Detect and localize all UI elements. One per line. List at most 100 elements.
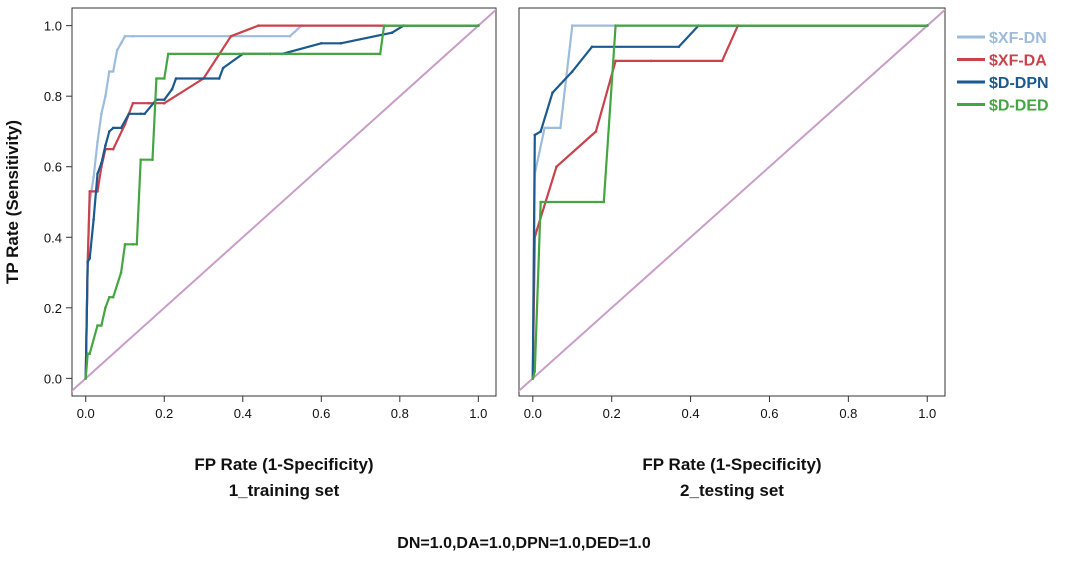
training-y-tick-label: 0.4 [44, 230, 62, 245]
testing-plot-frame [518, 7, 946, 397]
training-xf-dn-roc-line [84, 24, 480, 380]
training-x-tick-label: 0.2 [155, 406, 173, 421]
training-x-tick-label: 0.6 [312, 406, 330, 421]
legend-label-xf-dn: $XF-DN [989, 30, 1047, 47]
testing-d-ded-point [602, 200, 606, 204]
training-d-dpn-point [108, 130, 111, 133]
testing-xf-dn-point [559, 126, 562, 130]
training-x-tick-label: 1.0 [469, 406, 487, 421]
training-d-ded-point [155, 77, 158, 80]
training-d-dpn-point [217, 77, 221, 80]
testing-x-tick-label: 0.2 [603, 406, 621, 421]
training-d-dpn-point [320, 42, 323, 45]
testing-xf-da-point [720, 59, 724, 63]
training-y-tick-label: 0.8 [44, 89, 62, 104]
training-d-ded-point [86, 352, 89, 356]
training-d-ded-point [135, 243, 139, 246]
legend-label-d-ded: $D-DED [989, 98, 1049, 115]
training-d-dpn-point [221, 66, 225, 70]
training-x-tick-label: 0.8 [391, 406, 409, 421]
training-y-tick-label: 0.2 [44, 301, 62, 316]
training-xf-dn-point [115, 49, 119, 52]
testing-xf-da-point [594, 130, 598, 133]
testing-d-ded-point [614, 24, 617, 27]
training-xf-dn-point [104, 94, 107, 98]
training-d-dpn-point [127, 112, 131, 116]
training-x-tick-label: 0.0 [77, 406, 95, 421]
testing-d-dpn-point [539, 130, 542, 133]
training-d-ded-point [119, 271, 123, 274]
training-xf-da-point [257, 24, 260, 27]
testing-xf-da-point [535, 228, 539, 232]
y-axis-title: TP Rate (Sensitivity) [3, 120, 22, 284]
training-reference-diagonal [72, 8, 496, 392]
training-d-ded-point [123, 243, 127, 246]
training-d-dpn-point [86, 260, 89, 264]
testing-d-ded-point [926, 24, 929, 27]
testing-d-ded-point [531, 377, 535, 380]
training-d-ded-point [88, 352, 91, 356]
testing-xf-da-point [649, 59, 653, 63]
training-xf-da-point [163, 101, 166, 105]
training-xf-dn-point [131, 34, 135, 38]
training-xf-dn-point [92, 176, 95, 179]
training-xf-da-point [88, 190, 91, 193]
testing-x-tick-label: 1.0 [918, 406, 936, 421]
training-xf-dn-point [108, 70, 111, 73]
training-d-ded-point [151, 158, 154, 161]
legend-label-d-dpn: $D-DPN [989, 75, 1049, 92]
testing-x-tick-label: 0.6 [760, 406, 778, 421]
training-d-dpn-point [100, 161, 103, 165]
training-d-dpn-point [163, 98, 166, 101]
training-d-ded-point [477, 24, 480, 27]
training-d-ded-point [139, 158, 142, 161]
legend: $XF-DN $XF-DA $D-DPN $D-DED [957, 30, 1049, 115]
training-y-tick-label: 0.6 [44, 160, 62, 175]
training-d-dpn-point [96, 172, 99, 176]
training-xf-dn-point [111, 70, 115, 73]
testing-x-tick-label: 0.4 [682, 406, 700, 421]
training-d-ded-point [96, 324, 99, 327]
training-d-dpn-point [92, 218, 95, 221]
training-xf-da-point [111, 147, 115, 151]
training-y-tick-label: 1.0 [44, 19, 62, 34]
training-d-dpn-point [88, 257, 91, 260]
testing-xf-dn-point [543, 126, 546, 130]
footer-note: DN=1.0,DA=1.0,DPN=1.0,DED=1.0 [397, 535, 651, 552]
testing-x-tick-label: 0.8 [839, 406, 857, 421]
training-xf-da-point [131, 101, 135, 105]
testing-d-dpn-point [533, 133, 537, 137]
training-d-dpn-point [339, 42, 343, 45]
training-d-dpn-point [390, 31, 394, 34]
testing-d-dpn-point [677, 45, 681, 49]
training-d-ded-point [108, 295, 111, 299]
testing-d-dpn-point [551, 91, 554, 94]
training-d-ded-point [382, 24, 386, 27]
training-d-dpn-point [139, 112, 142, 116]
training-d-ded-point [111, 295, 115, 299]
training-y-tick-label: 0.0 [44, 371, 62, 386]
training-panel-title: 1_training set [229, 481, 340, 500]
training-d-dpn-point [174, 77, 178, 80]
training-plot-frame [71, 7, 497, 397]
training-d-dpn-point [111, 126, 115, 130]
training-xf-da-point [147, 101, 150, 105]
testing-xf-dn-point [547, 126, 550, 130]
training-xf-dn-point [96, 140, 99, 144]
testing-roc-panel: 0.0 0.2 0.4 0.6 0.8 1.0 FP Rate (1-Specificit… [518, 7, 946, 500]
training-roc-panel: 0.0 0.2 0.4 0.6 0.8 1.0 0.0 0.2 0.4 0.6 0.8 1.0 FP… [3, 7, 497, 500]
testing-reference-diagonal [519, 8, 945, 392]
training-d-ded-point [163, 77, 166, 80]
training-d-dpn-point [143, 112, 146, 116]
training-xf-dn-point [123, 34, 127, 38]
training-d-dpn-point [119, 126, 123, 130]
testing-xf-da-point [614, 59, 617, 63]
training-d-ded-point [104, 306, 107, 310]
training-d-dpn-point [170, 87, 174, 91]
training-xf-da-point [229, 34, 233, 38]
training-x-axis-title: FP Rate (1-Specificity) [194, 455, 373, 474]
testing-xf-da-roc-line [531, 24, 929, 380]
testing-d-ded-point [533, 370, 537, 373]
